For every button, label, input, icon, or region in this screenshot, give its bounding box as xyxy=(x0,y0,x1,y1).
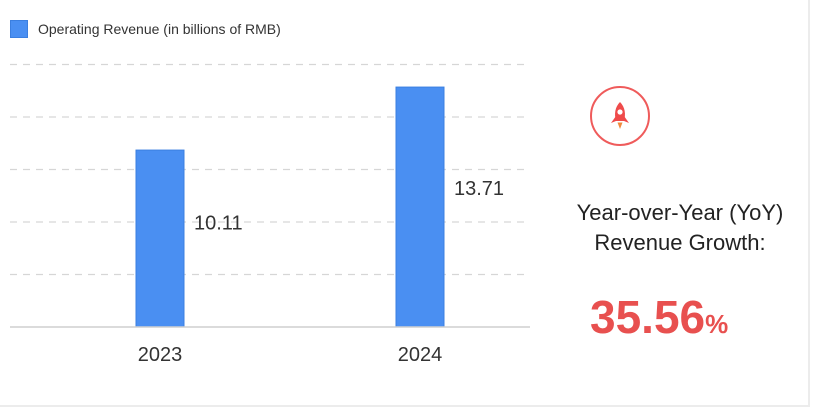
growth-title-line2: Revenue Growth: xyxy=(594,230,766,255)
legend-label: Operating Revenue (in billions of RMB) xyxy=(38,21,281,37)
growth-panel: Year-over-Year (YoY) Revenue Growth: 35.… xyxy=(560,80,810,380)
growth-title-line1: Year-over-Year (YoY) xyxy=(576,200,784,225)
bar-2023 xyxy=(135,149,185,328)
growth-title: Year-over-Year (YoY) Revenue Growth: xyxy=(560,198,800,258)
value-label-2023: 10.11 xyxy=(194,213,243,235)
growth-value: 35.56% xyxy=(590,290,728,344)
x-tick-label-2024: 2024 xyxy=(398,344,443,366)
legend-swatch xyxy=(10,20,28,38)
growth-number: 35.56 xyxy=(590,291,706,343)
rocket-icon xyxy=(611,102,629,129)
bar-chart: 10.11 2023 13.71 2024 xyxy=(10,63,530,366)
gridlines xyxy=(10,63,530,276)
rocket-badge xyxy=(590,86,650,146)
chart-legend: Operating Revenue (in billions of RMB) xyxy=(10,20,281,38)
x-tick-label-2023: 2023 xyxy=(138,344,183,366)
bar-2024 xyxy=(395,86,445,328)
value-label-2024: 13.71 xyxy=(454,178,504,200)
labels: 10.11 2023 13.71 2024 xyxy=(138,178,504,366)
bars xyxy=(135,86,445,328)
growth-unit: % xyxy=(705,309,729,339)
